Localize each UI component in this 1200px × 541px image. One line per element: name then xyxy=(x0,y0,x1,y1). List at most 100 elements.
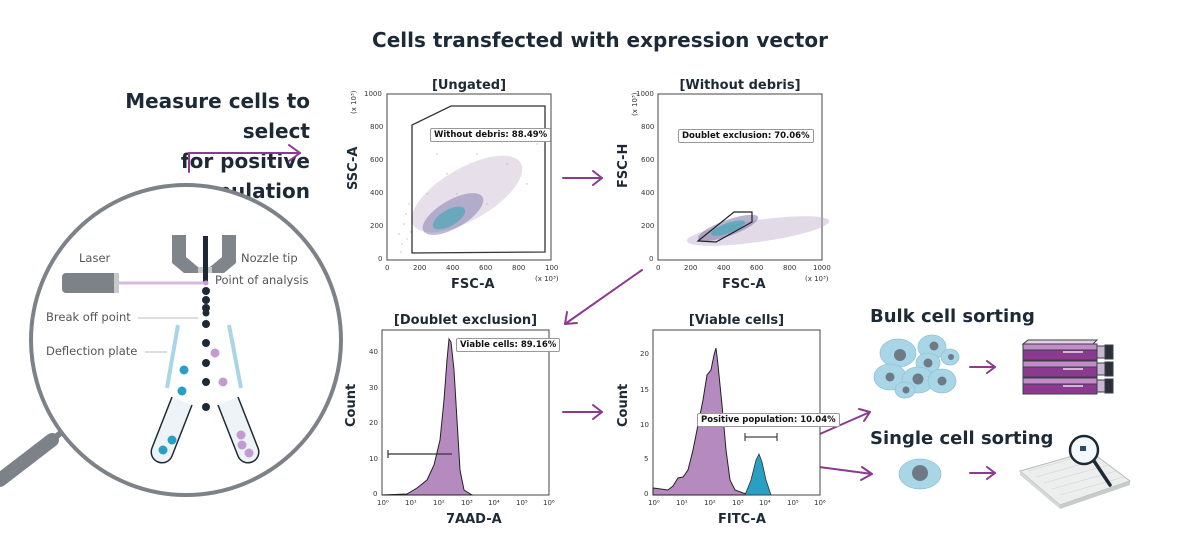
xtick: 0 xyxy=(385,264,390,272)
plot-ungated xyxy=(386,93,552,261)
xtick: 10⁵ xyxy=(516,499,528,507)
arrow-to-ungated xyxy=(188,152,301,173)
charged-droplets-icon xyxy=(177,348,228,396)
cell-cluster-icon xyxy=(873,334,960,399)
deflection-plate-right-icon xyxy=(227,324,243,389)
gate-label-positive-population: Positive population: 10.04% xyxy=(697,413,840,427)
ytick: 0 xyxy=(378,255,383,263)
plot-doublet-exclusion xyxy=(381,329,550,496)
cell-sorter-diagram xyxy=(0,183,343,497)
deflection-plate-left-icon xyxy=(165,324,180,389)
histogram-positive xyxy=(744,453,772,496)
gate-without-debris xyxy=(411,105,546,254)
ytick: 200 xyxy=(370,222,384,230)
collection-tube-right-icon xyxy=(217,396,260,464)
ylabel-fsc-h: FSC-H xyxy=(616,143,631,188)
xtick: 800 xyxy=(512,264,526,272)
lead-line-1: Measure cells to select xyxy=(125,89,310,143)
xtick: 10⁶ xyxy=(543,499,555,507)
gate-label-doublet-exclusion: Doublet exclusion: 70.06% xyxy=(678,129,814,143)
scatter-points xyxy=(398,133,538,253)
ytick: 0 xyxy=(649,255,654,263)
xtick: 10² xyxy=(704,499,716,507)
xtick: 400 xyxy=(717,264,731,272)
ytick: 15 xyxy=(640,386,649,394)
xtick: 10⁴ xyxy=(759,499,771,507)
label-deflection-plate: Deflection plate xyxy=(46,344,138,358)
magnifier-lens-icon xyxy=(29,183,343,497)
gate-label-without-debris: Without debris: 88.49% xyxy=(430,128,552,142)
ytick: 800 xyxy=(370,123,384,131)
ytick: 1000 xyxy=(364,90,382,98)
ytick: 10 xyxy=(640,421,649,429)
xtick: 10⁴ xyxy=(488,499,500,507)
histogram-7aad xyxy=(381,337,474,496)
xlabel-fsc-a: FSC-A xyxy=(451,277,495,292)
label-laser: Laser xyxy=(79,251,111,265)
ytick: 0 xyxy=(373,490,378,498)
xtick: 600 xyxy=(479,264,493,272)
xtick: 200 xyxy=(413,264,427,272)
ylabel-count: Count xyxy=(344,383,359,427)
droplets-icon xyxy=(202,287,210,411)
plot-without-debris xyxy=(657,93,830,261)
ytick: 1000 xyxy=(636,90,654,98)
ytick: 5 xyxy=(644,455,649,463)
magnifier-handle-icon xyxy=(0,429,64,487)
fluid-stream-icon xyxy=(203,236,208,283)
plot-without-debris-title: [Without debris] xyxy=(679,78,801,93)
label-point-of-analysis: Point of analysis xyxy=(215,273,309,287)
y-multiplier: (x 10³) xyxy=(631,92,639,116)
collection-tube-left-icon xyxy=(150,396,193,464)
xtick: 10⁵ xyxy=(787,499,799,507)
xlabel-fitc-a: FITC-A xyxy=(718,512,766,527)
ytick: 600 xyxy=(370,156,384,164)
xtick: 1000 xyxy=(813,264,831,272)
magnifying-glass-icon xyxy=(1068,434,1112,487)
ytick: 40 xyxy=(369,348,378,356)
gate-doublet-exclusion xyxy=(696,211,753,243)
xtick: 10⁰ xyxy=(377,499,389,507)
ylabel-count-2: Count xyxy=(616,383,631,427)
laser-icon xyxy=(62,273,209,293)
xtick: 10³ xyxy=(461,499,473,507)
ylabel-ssc-a: SSC-A xyxy=(346,146,361,190)
xtick: 600 xyxy=(750,264,764,272)
xtick: 0 xyxy=(656,264,661,272)
ytick: 800 xyxy=(641,123,655,131)
ytick: 20 xyxy=(640,350,649,358)
xtick: 10¹ xyxy=(405,499,417,507)
xtick: 10⁶ xyxy=(814,499,826,507)
xtick: 400 xyxy=(446,264,460,272)
ytick: 20 xyxy=(369,419,378,427)
ytick: 600 xyxy=(641,156,655,164)
well-plate-icon xyxy=(1018,450,1132,509)
ytick: 0 xyxy=(644,490,649,498)
xtick: 200 xyxy=(684,264,698,272)
gate-label-viable-cells: Viable cells: 89.16% xyxy=(456,338,561,352)
figure-title: Cells transfected with expression vector xyxy=(372,28,828,52)
y-multiplier: (x 10³) xyxy=(350,90,358,114)
single-sorting-title: Single cell sorting xyxy=(870,428,1054,449)
xtick: 800 xyxy=(783,264,797,272)
x-multiplier: (x 10³) xyxy=(805,275,829,283)
label-nozzle-tip: Nozzle tip xyxy=(241,251,298,265)
plot-viable-cells-title: [Viable cells] xyxy=(688,313,785,328)
bulk-sorting-title: Bulk cell sorting xyxy=(870,306,1035,327)
single-cell-icon xyxy=(898,458,942,490)
ytick: 400 xyxy=(370,189,384,197)
plot-ungated-title: [Ungated] xyxy=(431,78,507,93)
xlabel-fsc-a-2: FSC-A xyxy=(722,277,766,292)
well-plate-magnifier-icon xyxy=(1018,434,1132,509)
xtick: 10⁰ xyxy=(648,499,660,507)
ytick: 10 xyxy=(369,455,378,463)
xtick: 10² xyxy=(433,499,445,507)
arrow-to-doublet-exclusion xyxy=(564,269,643,325)
ytick: 400 xyxy=(641,189,655,197)
ytick: 30 xyxy=(369,384,378,392)
xlabel-7aad-a: 7AAD-A xyxy=(446,512,502,527)
x-multiplier: (x 10³) xyxy=(535,275,559,283)
label-break-off-point: Break off point xyxy=(46,310,131,324)
culture-flasks-icon xyxy=(1021,339,1114,395)
xtick: 100 xyxy=(545,264,559,272)
